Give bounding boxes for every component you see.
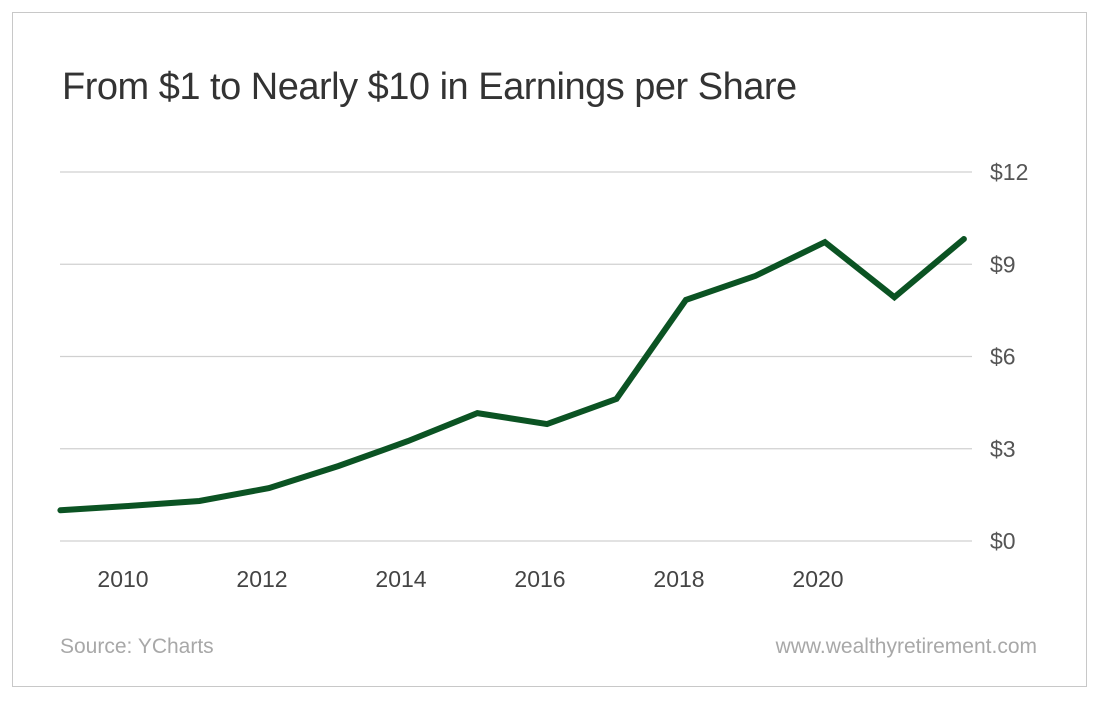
x-tick-label: 2010 — [97, 566, 148, 592]
x-tick-label: 2018 — [653, 566, 704, 592]
x-tick-label: 2020 — [792, 566, 843, 592]
y-tick-label: $12 — [990, 159, 1028, 185]
y-tick-label: $9 — [990, 251, 1016, 277]
y-tick-label: $6 — [990, 344, 1016, 370]
source-note: Source: YCharts — [60, 635, 214, 658]
x-tick-label: 2016 — [514, 566, 565, 592]
eps-series-line — [57, 236, 967, 514]
website-credit: www.wealthyretirement.com — [775, 635, 1037, 658]
chart-title: From $1 to Nearly $10 in Earnings per Sh… — [62, 66, 797, 108]
chart-frame — [12, 12, 1087, 687]
y-tick-label: $3 — [990, 436, 1016, 462]
x-tick-label: 2012 — [236, 566, 287, 592]
y-tick-label: $0 — [990, 528, 1016, 554]
x-tick-label: 2014 — [375, 566, 426, 592]
